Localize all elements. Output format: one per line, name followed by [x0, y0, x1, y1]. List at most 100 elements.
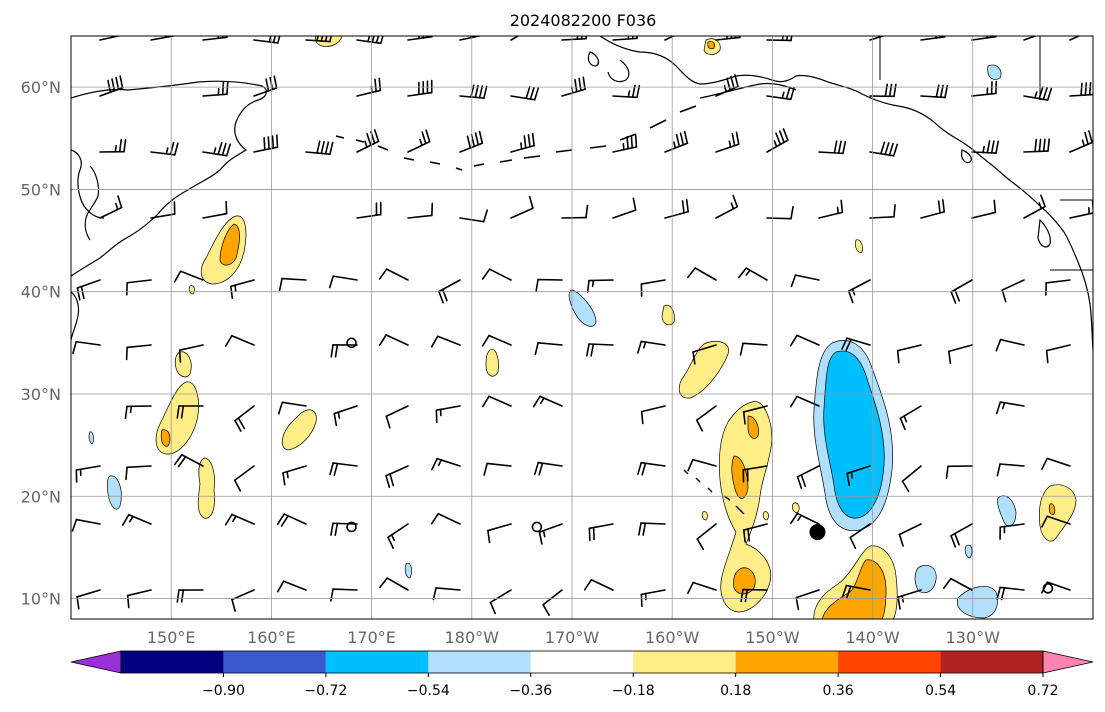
wind-barb [124, 405, 152, 420]
positive-anomaly-region [792, 502, 800, 513]
colorbar-extend-low [70, 650, 122, 674]
wind-barb [532, 395, 563, 408]
longitude-label: 170°W [545, 628, 600, 647]
coastline-alaska [607, 59, 630, 83]
wind-barb [407, 202, 434, 219]
wind-barb [481, 334, 512, 347]
wind-barb [588, 523, 614, 542]
wind-barb [431, 457, 461, 471]
colorbar-segment [633, 651, 736, 673]
positive-anomaly-core [731, 455, 749, 499]
wind-barb [995, 401, 1025, 415]
wind-barb [687, 458, 717, 472]
wind-barb [766, 206, 794, 220]
positive-anomaly-region [485, 348, 499, 377]
colorbar-tick-label: −0.36 [509, 683, 552, 699]
negative-anomaly-small [964, 544, 973, 559]
wind-barb [176, 405, 204, 419]
wind-barb [971, 140, 1000, 154]
colorbar-segment [121, 651, 224, 673]
calm-circle [1042, 583, 1054, 594]
wind-barb [715, 194, 739, 219]
calm-circle [531, 521, 543, 533]
coastline-alaska [599, 36, 1013, 183]
wind-barb [535, 278, 563, 293]
wind-barb [841, 337, 871, 352]
wind-barb [898, 523, 922, 547]
wind-barb [664, 36, 676, 41]
colorbar: −0.90 −0.72 −0.54 −0.36 −0.18 0.18 0.36 0.54 0.7… [70, 650, 1094, 699]
positive-anomaly-core [733, 567, 756, 595]
positive-anomaly-region [1038, 484, 1077, 542]
wind-barb [459, 130, 484, 153]
wind-barb [901, 465, 922, 493]
positive-anomaly-region [188, 285, 195, 295]
wind-barb [329, 462, 358, 476]
wind-barb [1041, 515, 1071, 528]
wind-barb [846, 465, 871, 487]
wind-barb [305, 140, 334, 155]
positive-anomaly-core [160, 429, 171, 447]
wind-barb [715, 131, 740, 153]
wind-barb [234, 405, 255, 432]
wind-barb [561, 204, 589, 219]
wind-barb [510, 36, 520, 41]
wind-barb [869, 83, 897, 98]
wind-barb [640, 405, 666, 425]
wind-barb [126, 279, 152, 296]
wind-barb [1023, 138, 1051, 153]
wind-barb [71, 518, 101, 532]
colorbar-frame [120, 650, 1044, 674]
coastline-asia [71, 291, 80, 341]
coastline-asia [84, 165, 100, 241]
wind-barb [999, 523, 1025, 540]
wind-barb [612, 84, 641, 99]
wind-barb [742, 465, 768, 483]
wind-barb [231, 589, 255, 612]
wind-barb [330, 522, 358, 537]
wind-barb [687, 581, 717, 595]
wind-barb [1023, 86, 1053, 101]
positive-anomaly-core [1048, 503, 1056, 515]
positive-anomaly-region [281, 409, 317, 451]
wind-barb [330, 344, 358, 358]
negative-anomaly-small [88, 431, 94, 445]
coastline-canada [961, 149, 972, 164]
wind-barb [692, 344, 717, 365]
negative-anomaly-small [914, 565, 937, 594]
wind-barb [971, 199, 997, 219]
wind-barb [1045, 344, 1071, 364]
wind-barb [481, 268, 512, 281]
longitude-label: 140°W [845, 628, 900, 647]
wind-barb [150, 201, 176, 219]
colorbar-segment [940, 651, 1043, 673]
latitude-label: 20°N [21, 487, 61, 506]
wind-barb [796, 465, 820, 489]
wind-barb [510, 86, 540, 101]
positive-anomaly-region [701, 511, 708, 521]
wind-barb [742, 523, 768, 543]
wind-barb [489, 589, 512, 615]
wind-barb [1023, 36, 1038, 41]
wind-barb [920, 36, 946, 41]
colorbar-segment [838, 651, 941, 673]
longitude-labels: 150°E 160°E 170°E 180°W 170°W 160°W 150°W 140°W… [147, 628, 1000, 647]
wind-barb [1069, 36, 1081, 41]
wind-barb [789, 334, 820, 347]
wind-barb [173, 453, 204, 468]
positive-anomaly-region [661, 304, 675, 326]
wind-barb [612, 134, 638, 153]
wind-barb [945, 465, 973, 480]
wind-barb [233, 465, 255, 492]
latitude-label: 50°N [21, 180, 61, 199]
wind-barb [387, 523, 409, 549]
colorbar-segment [325, 651, 429, 673]
wind-barb [435, 405, 461, 424]
wind-barb [795, 589, 820, 611]
wind-barbs [71, 36, 1093, 617]
coastline-hawaii [683, 469, 745, 515]
wind-barb [99, 139, 127, 153]
wind-barb [483, 462, 512, 476]
longitude-label: 130°W [946, 628, 1001, 647]
